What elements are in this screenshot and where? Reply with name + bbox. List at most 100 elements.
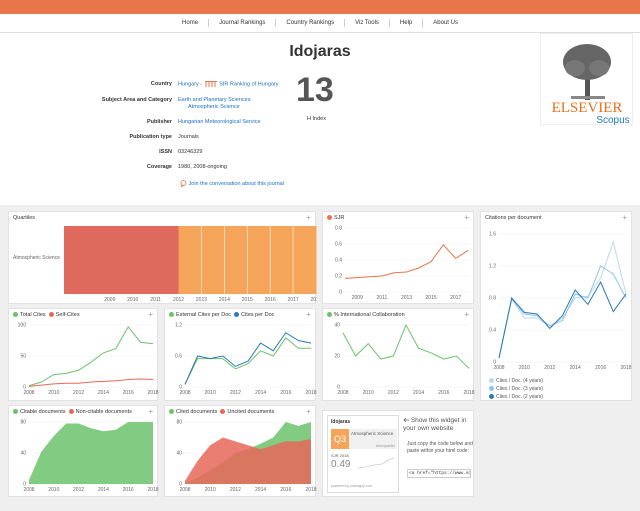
quartile-cell (64, 226, 88, 294)
intl-collab-card: % International Collaboration + 0 20 40 200… (322, 308, 475, 401)
widget-sparkline (358, 457, 395, 469)
cpd-xtick: 2018 (620, 365, 631, 371)
publisher-link[interactable]: Hungarian Meteorological Service (178, 119, 261, 125)
cpd-legend-3y: Cites / Doc. (3 years) (489, 386, 543, 392)
quartile-xtick: 2011 (150, 297, 161, 303)
issn-value: 03246329 (178, 149, 203, 155)
intl-collab-ytick: 0 (337, 385, 340, 391)
widget-best-quartile: best quartile (375, 444, 395, 448)
intl-collab-xtick: 2008 (337, 390, 348, 396)
total-cites-xtick: 2014 (98, 390, 109, 396)
subject-category-link[interactable]: Atmospheric Science (188, 104, 240, 110)
external-cites-ytick: 0 (179, 385, 182, 391)
external-cites-xtick: 2008 (179, 390, 190, 396)
quartile-cell (109, 226, 134, 294)
h-index-label: H Index (307, 116, 326, 122)
citable-docs-ytick: 0 (23, 482, 26, 488)
nav-viz-tools[interactable]: Viz Tools (345, 19, 390, 27)
h-index-value: 13 (296, 71, 334, 109)
elsevier-text: ELSEVIER (552, 100, 623, 116)
self-cites-title-text: Self-Cites (55, 312, 80, 318)
cpd-series-2-line (498, 280, 627, 359)
sjr-legend-dot (327, 215, 332, 221)
nav-country-rankings[interactable]: Country Rankings (276, 19, 346, 27)
intl-collab-ytick: 40 (334, 323, 340, 329)
cited-docs-expand-button[interactable]: + (306, 407, 311, 416)
sjr-ytick: 0.6 (335, 242, 342, 248)
nav-journal-rankings[interactable]: Journal Rankings (209, 19, 277, 27)
cpd-ytick: 1.2 (489, 264, 496, 270)
cpd-legend-4y: Cites / Doc. (4 years) (489, 378, 543, 384)
quartile-xtick: 2018 (310, 297, 317, 303)
external-cites-xtick: 2010 (205, 390, 216, 396)
total-cites-title: Total Cites Self-Cites (13, 312, 80, 318)
nav-about[interactable]: About Us (433, 20, 458, 26)
nav-home[interactable]: Home (172, 19, 210, 27)
sjr-chart: 0 0.2 0.4 0.6 0.8 2009 2011 2013 2015 2017 (335, 226, 469, 301)
total-cites-title-text: Total Cites (20, 312, 46, 318)
quartile-cell (224, 226, 248, 294)
sjr-ytick: 0.2 (335, 274, 342, 280)
cites-per-doc-title-text: Cites per Doc (241, 312, 275, 318)
quartile-xtick: 2012 (173, 297, 184, 303)
country-link[interactable]: Hungary (178, 81, 199, 88)
conversation-link[interactable]: Join the conversation about this journal (180, 180, 284, 188)
coverage-label: Coverage (146, 164, 172, 170)
citable-docs-xtick: 2018 (147, 487, 158, 493)
citable-docs-card: Citable documents Non-citable documents … (8, 405, 159, 497)
sjr-title: SJR (327, 215, 344, 221)
total-cites-series-0-line (28, 325, 154, 387)
cpd-legend-4y-text: Cites / Doc. (4 years) (496, 378, 543, 384)
quartile-xtick: 2015 (242, 297, 253, 303)
elsevier-tree-icon: ELSEVIER Scopus (552, 44, 630, 126)
widget-preview[interactable]: Idojaras Q3 Atmospheric Science best qua… (327, 415, 399, 493)
sjr-series-0-line (344, 244, 469, 279)
intl-collab-ytick: 20 (334, 354, 340, 360)
total-cites-expand-button[interactable]: + (148, 310, 153, 319)
quartile-xtick: 2009 (104, 297, 115, 303)
pubtype-label: Publication type (129, 134, 172, 140)
citable-docs-title: Citable documents Non-citable documents (13, 409, 132, 415)
total-cites-xtick: 2016 (123, 390, 134, 396)
external-cites-expand-button[interactable]: + (306, 310, 311, 319)
quartiles-expand-button[interactable]: + (306, 213, 311, 222)
intl-collab-title-text: % International Collaboration (334, 312, 405, 318)
cited-docs-ytick: 80 (176, 420, 182, 426)
intl-collab-title: % International Collaboration (327, 312, 405, 318)
cpd-xtick: 2010 (519, 365, 530, 371)
subject-area-link[interactable]: Earth and Planetary Sciences (178, 97, 251, 103)
sjr-expand-button[interactable]: + (464, 213, 469, 222)
nav-help[interactable]: Help (390, 19, 424, 27)
quartiles-card: Quartiles + Atmospheric Science 2009 2010… (8, 211, 317, 304)
intl-collab-expand-button[interactable]: + (464, 310, 469, 319)
external-cites-card: External Cites per Doc Cites per Doc + 0… (164, 308, 317, 401)
sir-ranking-link[interactable]: SIR Ranking of Hungary (219, 81, 279, 88)
cpd-ytick: 0 (493, 360, 496, 366)
quartile-xtick: 2014 (219, 297, 230, 303)
total-cites-xtick: 2018 (147, 390, 158, 396)
sjr-xtick: 2011 (377, 295, 388, 301)
cited-docs-xtick: 2012 (230, 487, 241, 493)
cited-docs-chart: 0 40 80 2008 2010 2012 2014 2016 2018 (176, 420, 316, 494)
publisher-label: Publisher (146, 119, 172, 125)
citable-docs-expand-button[interactable]: + (148, 407, 153, 416)
widget-code-field[interactable]: <a href="https://www.sci (407, 469, 471, 478)
sir-ranking-icon (204, 81, 217, 87)
cpd-expand-button[interactable]: + (622, 213, 627, 222)
comment-icon (180, 180, 187, 188)
citable-docs-xtick: 2010 (48, 487, 59, 493)
elsevier-scopus-logo[interactable]: ELSEVIER Scopus (540, 33, 633, 126)
cpd-title: Citations per document (485, 215, 542, 221)
widget-card: Idojaras Q3 Atmospheric Science best qua… (322, 410, 474, 497)
citable-docs-ytick: 40 (20, 451, 26, 457)
cpd-legend-2y-text: Cites / Doc. (2 years) (496, 394, 543, 400)
external-cites-xtick: 2012 (230, 390, 241, 396)
cpd-series-0-line (498, 240, 627, 359)
citable-docs-xtick: 2008 (23, 487, 34, 493)
issn-label: ISSN (159, 149, 172, 155)
cpd-chart: 0 0.4 0.8 1.2 1.6 2008 2010 2012 2014 2016 2018 (489, 232, 632, 372)
external-cites-chart: 0 0.6 1.2 2008 2010 2012 2014 2016 2018 (175, 323, 317, 397)
widget-sjr-label: SJR 2018 (331, 453, 349, 458)
quartile-xtick: 2016 (265, 297, 276, 303)
total-cites-card: Total Cites Self-Cites + 0 50 100 2008 2010 2… (8, 308, 159, 401)
